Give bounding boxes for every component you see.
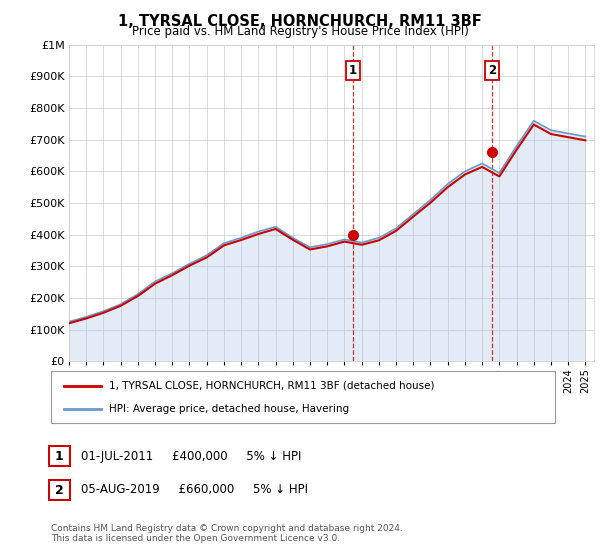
Text: 2: 2 [488, 64, 496, 77]
Text: 2: 2 [55, 483, 64, 497]
Text: Contains HM Land Registry data © Crown copyright and database right 2024.
This d: Contains HM Land Registry data © Crown c… [51, 524, 403, 543]
Text: 05-AUG-2019     £660,000     5% ↓ HPI: 05-AUG-2019 £660,000 5% ↓ HPI [81, 483, 308, 497]
Text: 01-JUL-2011     £400,000     5% ↓ HPI: 01-JUL-2011 £400,000 5% ↓ HPI [81, 450, 301, 463]
Text: 1: 1 [349, 64, 357, 77]
Text: 1, TYRSAL CLOSE, HORNCHURCH, RM11 3BF: 1, TYRSAL CLOSE, HORNCHURCH, RM11 3BF [118, 14, 482, 29]
FancyBboxPatch shape [49, 446, 70, 466]
FancyBboxPatch shape [49, 480, 70, 500]
FancyBboxPatch shape [51, 371, 555, 423]
Text: 1: 1 [55, 450, 64, 463]
Text: Price paid vs. HM Land Registry's House Price Index (HPI): Price paid vs. HM Land Registry's House … [131, 25, 469, 38]
Text: HPI: Average price, detached house, Havering: HPI: Average price, detached house, Have… [109, 404, 349, 414]
Text: 1, TYRSAL CLOSE, HORNCHURCH, RM11 3BF (detached house): 1, TYRSAL CLOSE, HORNCHURCH, RM11 3BF (d… [109, 381, 434, 391]
